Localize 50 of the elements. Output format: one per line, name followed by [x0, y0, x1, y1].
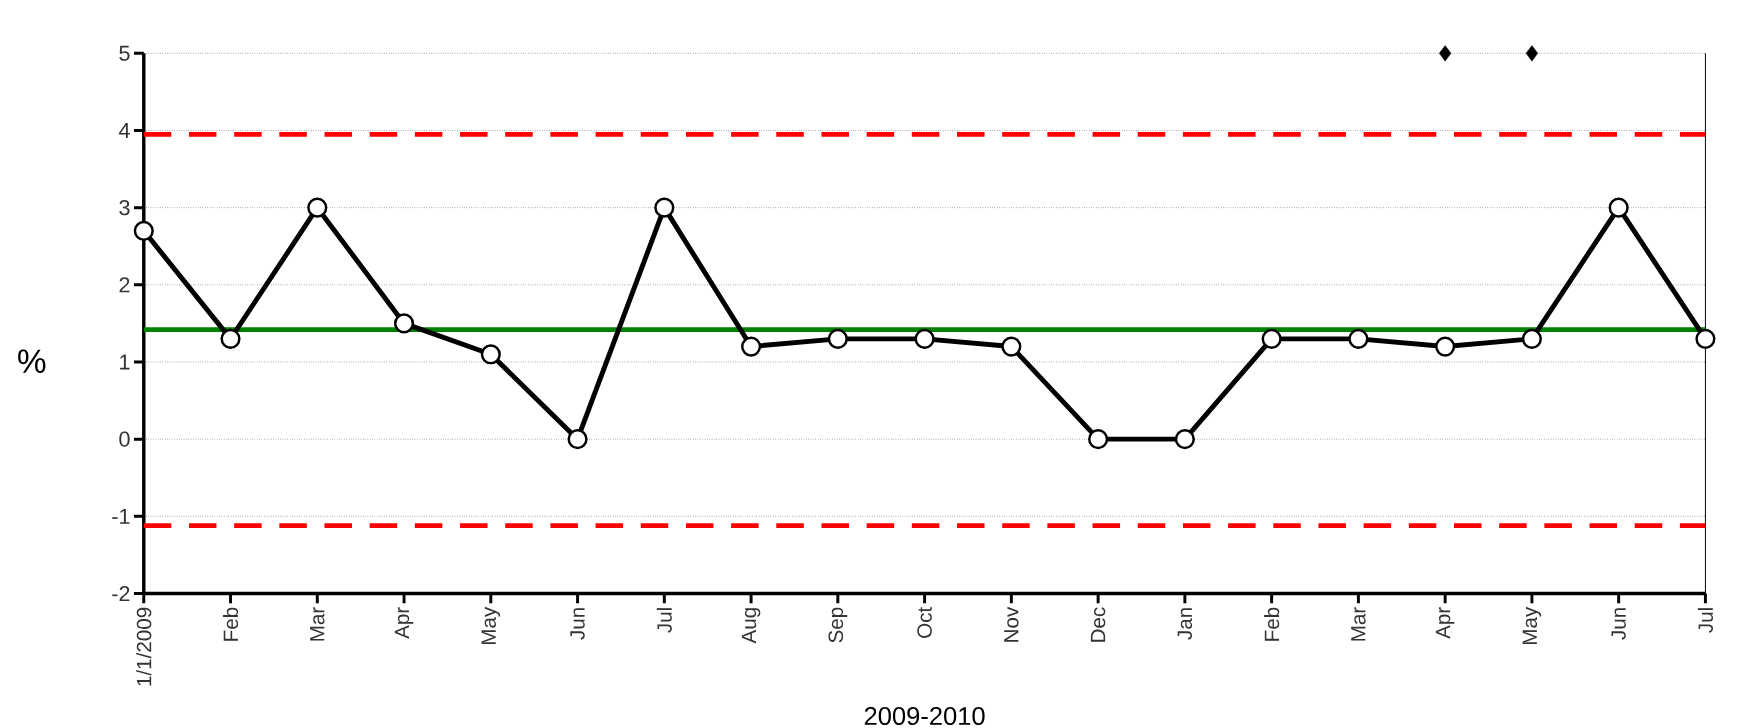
point — [1001, 336, 1022, 357]
x-tick-label: Jul — [1697, 608, 1713, 633]
point — [1348, 328, 1369, 349]
x-tick-label: Oct — [917, 606, 932, 638]
x-tick-label: Sep — [828, 607, 848, 643]
y-tick-label: 3 — [119, 199, 130, 216]
x-tick-label: Jul — [656, 608, 672, 633]
x-tick-label: May — [481, 606, 501, 644]
point — [1088, 428, 1109, 450]
point — [480, 344, 501, 365]
y-tick-label: -2 — [112, 585, 130, 601]
point — [307, 197, 328, 218]
point — [1261, 328, 1282, 349]
point — [133, 220, 154, 241]
point — [567, 428, 588, 450]
x-tick-label: May — [1522, 606, 1542, 644]
point — [1435, 336, 1456, 357]
y-tick-label: 2 — [119, 277, 130, 293]
x-tick-label: Jun — [1611, 607, 1626, 640]
x-tick-label: Dec — [1090, 607, 1106, 642]
y-axis-title: % — [18, 349, 46, 373]
point — [220, 328, 241, 349]
x-tick-label: 1/1/2009 — [136, 607, 152, 686]
x-tick-label: Nov — [1004, 606, 1019, 642]
x-tick-label: Aug — [741, 607, 761, 644]
point — [1521, 328, 1542, 349]
point — [654, 197, 675, 218]
x-tick-label: Feb — [222, 607, 239, 641]
y-tick-label: -1 — [112, 508, 130, 524]
x-tick-label: Feb — [1264, 607, 1280, 641]
point — [1608, 197, 1629, 218]
point — [914, 328, 935, 349]
point — [393, 313, 415, 334]
point — [1439, 45, 1452, 62]
point — [827, 328, 848, 349]
x-tick-label: Apr — [1435, 606, 1455, 639]
point — [1174, 428, 1195, 450]
x-axis-title: 2009-2010 — [864, 706, 985, 725]
y-tick-label: 1 — [120, 354, 130, 370]
point — [1525, 45, 1538, 62]
y-tick-label: 5 — [119, 45, 130, 61]
x-tick-label: Mar — [310, 606, 325, 641]
y-tick-label: 4 — [118, 122, 130, 138]
point — [741, 336, 762, 357]
x-tick-label: Mar — [1351, 606, 1366, 641]
y-tick-label: 0 — [119, 431, 130, 447]
x-tick-label: Apr — [394, 606, 414, 639]
point — [1695, 328, 1716, 349]
x-tick-label: Jun — [570, 607, 585, 640]
x-tick-label: Jan — [1177, 607, 1193, 640]
